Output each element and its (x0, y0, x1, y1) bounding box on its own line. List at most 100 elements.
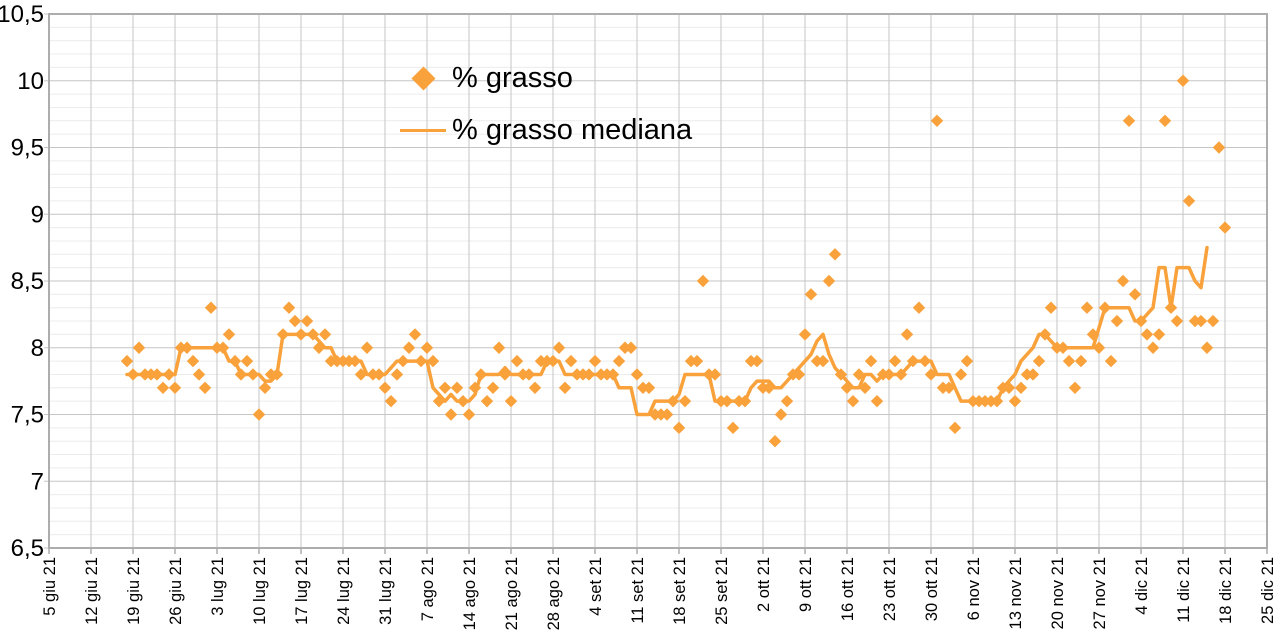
data-point-diamond (1176, 74, 1190, 87)
data-point-diamond (528, 381, 542, 394)
data-point-diamond (1008, 394, 1022, 408)
data-point-diamond (1116, 274, 1130, 288)
data-point-diamond (690, 354, 704, 368)
data-point-diamond (132, 341, 146, 354)
svg-text:4 set 21: 4 set 21 (587, 557, 605, 616)
data-point-diamond (372, 368, 386, 381)
data-point-diamond (1014, 381, 1028, 394)
data-point-diamond (396, 354, 410, 368)
data-point-diamond (804, 288, 818, 301)
data-point-diamond (1194, 314, 1208, 328)
data-point-diamond (270, 368, 284, 381)
svg-text:13 nov 21: 13 nov 21 (1007, 557, 1025, 629)
data-point-diamond (852, 368, 866, 381)
data-point-diamond (900, 328, 914, 341)
data-point-diamond (798, 328, 812, 341)
data-point-diamond (828, 248, 842, 261)
legend-label-grasso: % grasso (452, 61, 573, 94)
data-point-diamond (156, 381, 170, 394)
data-point-diamond (918, 354, 932, 368)
data-point-diamond (816, 354, 830, 368)
data-point-diamond (1158, 114, 1172, 127)
data-point-diamond (888, 354, 902, 368)
data-point-diamond (1062, 354, 1076, 368)
data-point-diamond (1056, 341, 1070, 354)
data-point-diamond (1080, 301, 1094, 314)
svg-text:31 lug 21: 31 lug 21 (377, 557, 395, 625)
data-point-diamond (276, 328, 290, 341)
data-point-diamond (1044, 301, 1058, 314)
data-point-diamond (1200, 341, 1214, 354)
svg-text:10,5: 10,5 (0, 1, 44, 28)
svg-text:14 ago 21: 14 ago 21 (461, 557, 479, 630)
svg-text:27 nov 21: 27 nov 21 (1091, 557, 1109, 629)
data-point-diamond (474, 368, 488, 381)
data-point-diamond (348, 354, 362, 368)
svg-text:20 nov 21: 20 nov 21 (1049, 557, 1067, 629)
data-point-diamond (1128, 288, 1142, 301)
data-point-diamond (1026, 368, 1040, 381)
data-point-diamond (762, 381, 776, 394)
data-point-diamond (792, 368, 806, 381)
data-point-diamond (780, 394, 794, 408)
data-point-diamond (612, 354, 626, 368)
data-point-diamond (726, 421, 740, 435)
data-point-diamond (312, 341, 326, 354)
data-point-diamond (1182, 194, 1196, 208)
data-point-diamond (606, 368, 620, 381)
data-point-diamond (678, 394, 692, 408)
data-point-diamond (1170, 314, 1184, 328)
data-point-diamond (1092, 341, 1106, 354)
svg-text:18 dic 21: 18 dic 21 (1217, 557, 1235, 624)
svg-text:18 set 21: 18 set 21 (671, 557, 689, 625)
svg-text:2 ott 21: 2 ott 21 (755, 557, 773, 612)
data-point-diamond (822, 274, 836, 288)
svg-text:17 lug 21: 17 lug 21 (293, 557, 311, 625)
x-axis-labels: 5 giu 21 12 giu 21 19 giu 21 26 giu 21 3 lug… (41, 557, 1277, 630)
svg-text:21 ago 21: 21 ago 21 (503, 557, 521, 630)
data-point-diamond (228, 354, 242, 368)
data-point-diamond (672, 421, 686, 435)
data-point-diamond (1212, 141, 1226, 154)
data-point-diamond (558, 381, 572, 394)
data-point-diamond (504, 394, 518, 408)
svg-text:11 dic 21: 11 dic 21 (1175, 557, 1193, 623)
diamond-marker-icon (398, 65, 448, 91)
data-point-diamond (1122, 114, 1136, 127)
data-point-diamond (1152, 328, 1166, 341)
data-point-diamond (258, 381, 272, 394)
data-point-diamond (402, 341, 416, 354)
data-point-diamond (924, 368, 938, 381)
data-point-diamond (522, 368, 536, 381)
svg-text:9 ott 21: 9 ott 21 (797, 557, 815, 612)
data-point-diamond (564, 354, 578, 368)
data-point-diamond (660, 408, 674, 421)
data-point-diamond (1098, 301, 1112, 314)
data-point-diamond (1032, 354, 1046, 368)
data-point-diamond (468, 381, 482, 394)
svg-text:6 nov 21: 6 nov 21 (965, 557, 983, 620)
data-point-diamond (1110, 314, 1124, 328)
legend-entry-grasso: % grasso (398, 52, 692, 104)
data-point-diamond (696, 274, 710, 288)
data-point-diamond (912, 301, 926, 314)
svg-text:5 giu 21: 5 giu 21 (41, 557, 59, 616)
data-point-diamond (318, 328, 332, 341)
data-point-diamond (444, 408, 458, 421)
data-point-diamond (738, 394, 752, 408)
data-point-diamond (864, 354, 878, 368)
data-point-diamond (768, 435, 782, 448)
data-point-diamond (846, 394, 860, 408)
data-point-diamond (1140, 328, 1154, 341)
data-point-diamond (954, 368, 968, 381)
svg-text:9: 9 (31, 201, 44, 228)
data-point-diamond (408, 328, 422, 341)
data-point-diamond (906, 354, 920, 368)
data-point-diamond (288, 314, 302, 328)
data-point-diamond (216, 341, 230, 354)
data-point-diamond (720, 394, 734, 408)
data-point-diamond (1146, 341, 1160, 354)
svg-text:16 ott 21: 16 ott 21 (839, 557, 857, 621)
svg-text:11 set 21: 11 set 21 (629, 557, 647, 624)
data-point-diamond (858, 381, 872, 394)
